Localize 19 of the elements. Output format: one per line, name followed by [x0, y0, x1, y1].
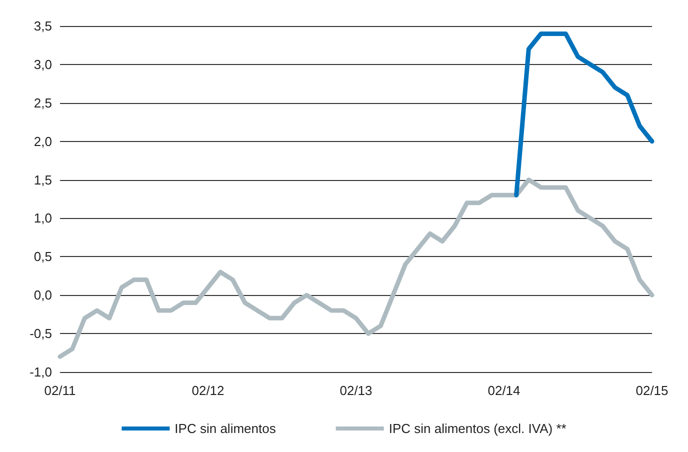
- y-tick-label: 3,0: [34, 56, 52, 72]
- y-tick-label: 2,0: [34, 134, 52, 149]
- y-tick-label: -1,0: [30, 364, 52, 380]
- x-tick-label: 02/14: [488, 383, 520, 398]
- y-tick-label: 1,0: [34, 210, 52, 226]
- y-tick-label: 1,5: [34, 172, 52, 188]
- y-tick-label: 0,0: [34, 288, 52, 303]
- line-series: [58, 178, 654, 359]
- y-tick-label: 0,5: [34, 249, 52, 264]
- legend-label: IPC sin alimentos (excl. IVA) **: [388, 421, 566, 436]
- x-tick-label: 02/15: [636, 383, 668, 398]
- line-series: [514, 31, 654, 198]
- y-tick-label: 2,5: [34, 95, 52, 110]
- y-tick-label: 3,5: [34, 18, 52, 34]
- x-tick-label: 02/12: [192, 383, 224, 398]
- x-tick-label: 02/11: [44, 383, 76, 398]
- legend-label: IPC sin alimentos: [174, 421, 276, 436]
- y-tick-label: -0,5: [30, 326, 52, 342]
- x-tick-label: 02/13: [340, 383, 372, 398]
